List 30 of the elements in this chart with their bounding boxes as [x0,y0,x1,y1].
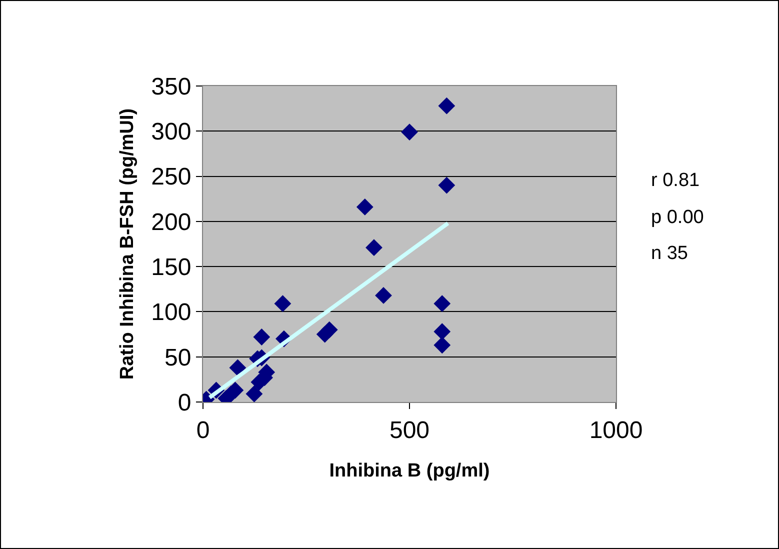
x-tick-label: 0 [196,416,210,444]
y-tick-label: 350 [151,73,192,100]
x-tick-label: 500 [389,416,430,444]
y-tick-label: 200 [151,208,192,236]
y-tick-label: 250 [151,164,192,191]
point [274,295,292,312]
point [316,326,334,343]
point [253,328,270,346]
point [375,287,392,304]
point [434,336,451,354]
x-tick-label: 1000 [589,416,643,444]
text: p 0.00 [651,207,704,228]
point [356,198,374,216]
y-axis-title: Ratio Inhibina B-FSH (pg/mUI) [117,108,138,380]
point [434,323,451,340]
y-tick-label: 150 [151,254,192,281]
y-tick-label: 50 [164,344,192,372]
y-tick-label: 0 [178,389,192,416]
point [434,295,451,312]
text: r 0.81 [651,170,700,191]
point [438,176,456,194]
point [246,385,263,402]
text: n 35 [651,243,688,264]
y-tick-label: 100 [151,299,192,326]
point [366,239,382,256]
point [229,359,246,376]
point [401,124,418,140]
y-tick-label: 300 [151,118,192,146]
point [438,97,456,114]
x-axis-title: Inhibina B (pg/ml) [329,460,490,482]
